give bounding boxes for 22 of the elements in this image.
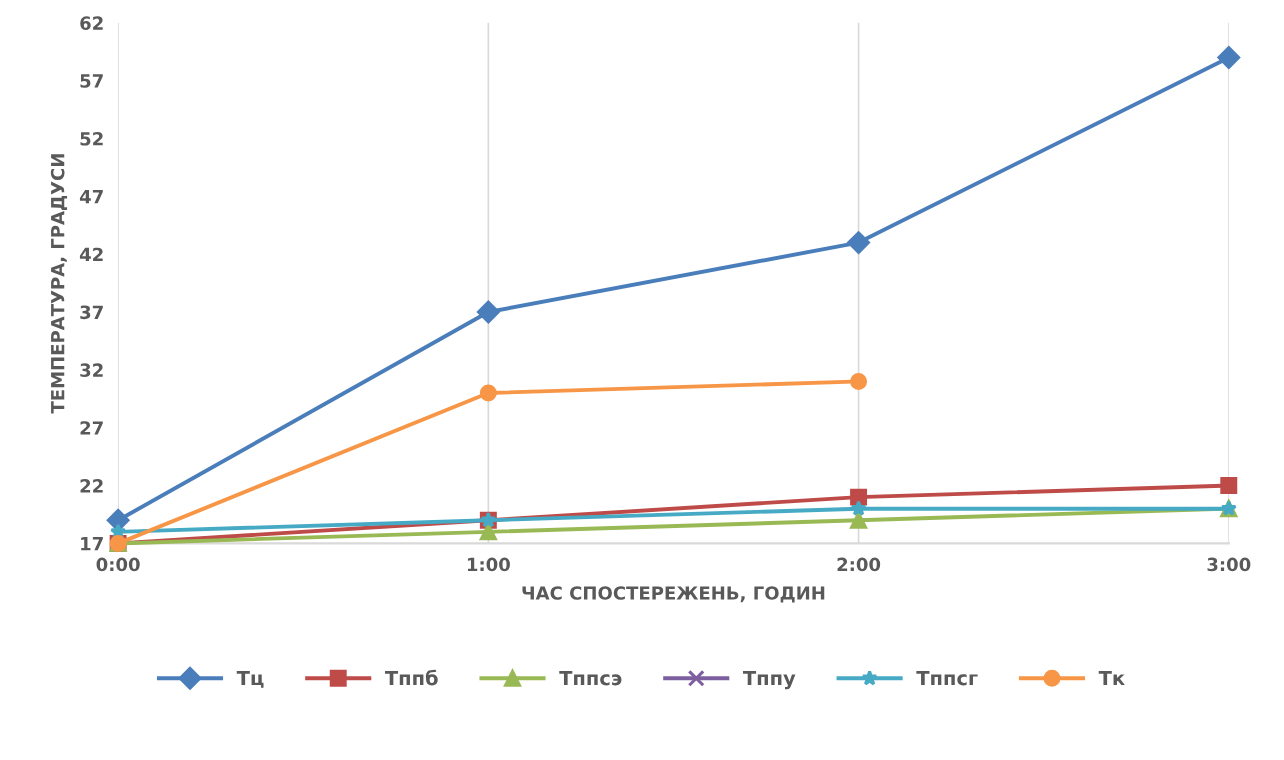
y-tick-label: 27 <box>80 421 103 435</box>
legend-label: Тк <box>1098 670 1125 686</box>
y-tick-label: 57 <box>80 74 103 88</box>
legend-label: Тц <box>236 670 264 688</box>
x-tick-label: 2:00 <box>837 557 881 572</box>
legend-label: Тппб <box>384 669 438 686</box>
y-tick-label: 17 <box>81 537 103 551</box>
x-tick-label: 1:00 <box>467 557 510 572</box>
legend-label: Тппсг <box>916 670 978 686</box>
x-axis-title: ЧАС СПОСТЕРЕЖЕНЬ, ГОДИН <box>522 586 825 603</box>
y-tick-label: 37 <box>80 305 103 320</box>
legend-label: Тппсэ <box>559 670 622 686</box>
y-tick-label: 22 <box>80 479 103 493</box>
legend-label: Тппу <box>743 670 796 690</box>
y-axis-title: ТЕМПЕРАТУРА, ГРАДУСИ <box>50 154 68 414</box>
y-tick-label: 47 <box>79 190 103 204</box>
x-tick-label: 0:00 <box>96 557 140 572</box>
y-tick-label: 62 <box>80 16 103 30</box>
y-tick-label: 42 <box>79 247 103 262</box>
x-tick-label: 3:00 <box>1207 557 1251 572</box>
y-tick-label: 52 <box>80 131 103 146</box>
y-tick-label: 32 <box>80 363 103 377</box>
